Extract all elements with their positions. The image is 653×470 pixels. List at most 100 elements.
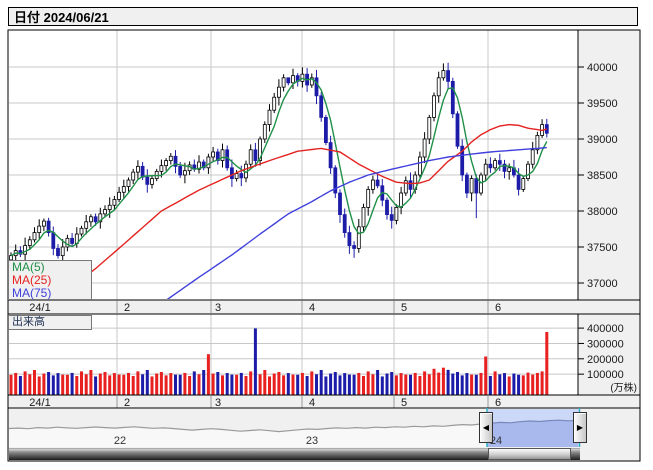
- volume-bar: [136, 371, 140, 395]
- month-label: 6: [495, 397, 501, 409]
- candle-body: [389, 214, 394, 221]
- volume-bar: [23, 371, 27, 395]
- selected-date-label: 日付 2024/06/21: [14, 10, 109, 25]
- candle-body: [474, 178, 479, 194]
- candle-body: [201, 161, 206, 169]
- volume-bar: [451, 373, 455, 395]
- main-chart-plot-area[interactable]: [8, 30, 578, 300]
- candle-body: [488, 163, 493, 169]
- volume-bar: [362, 375, 365, 395]
- volume-bar: [183, 372, 187, 395]
- volume-bar: [324, 376, 328, 395]
- candle-body: [291, 75, 295, 84]
- month-label: 3: [215, 302, 221, 314]
- volume-bar: [484, 356, 488, 395]
- candle-body: [159, 165, 164, 172]
- month-label: 2: [124, 397, 130, 409]
- volume-bar: [239, 372, 243, 395]
- volume-bar: [343, 373, 347, 395]
- price-tick-label: 39000: [587, 134, 618, 146]
- candle-body: [516, 174, 521, 190]
- candle-body: [253, 149, 258, 162]
- volume-bar: [122, 374, 126, 395]
- volume-bar: [540, 371, 544, 395]
- volume-bar: [159, 372, 163, 395]
- candle-body: [145, 176, 150, 185]
- volume-bar: [42, 373, 46, 395]
- volume-bar: [545, 331, 549, 395]
- candle-body: [262, 124, 267, 140]
- month-label: 6: [495, 302, 501, 314]
- month-label: 2: [124, 302, 130, 314]
- volume-bar: [155, 373, 159, 395]
- xaxis-strip-price: [7, 299, 641, 315]
- candle-body: [469, 178, 474, 194]
- candle-body: [168, 155, 173, 161]
- candle-body: [385, 199, 389, 215]
- candle-body: [93, 216, 98, 223]
- volume-bar: [385, 373, 389, 395]
- legend-item-ma5: MA(5): [12, 260, 45, 274]
- ma75-line: [166, 146, 547, 299]
- volume-bar: [169, 373, 173, 395]
- volume-bar: [18, 375, 22, 395]
- volume-bar: [127, 372, 130, 395]
- volume-bar: [225, 373, 229, 395]
- volume-bar: [319, 370, 323, 395]
- volume-bar: [470, 374, 474, 395]
- volume-bar: [80, 371, 83, 395]
- navigator-selection[interactable]: [487, 409, 580, 447]
- title-bar: 日付 2024/06/21: [8, 7, 638, 26]
- volume-panel-label: 出来高: [8, 315, 92, 330]
- volume-bar: [33, 370, 36, 395]
- volume-tick-label: 300000: [587, 338, 624, 350]
- candle-body: [432, 95, 436, 118]
- volume-bar: [517, 374, 521, 395]
- candle-body: [239, 173, 244, 179]
- volume-bar: [206, 354, 210, 395]
- left-arrow-icon: ◀: [482, 423, 490, 432]
- month-label: 5: [401, 397, 407, 409]
- horizontal-scrollbar-thumb[interactable]: [488, 448, 571, 460]
- volume-bar: [512, 373, 516, 395]
- volume-bar: [493, 371, 497, 395]
- volume-bar: [61, 374, 65, 395]
- candle-body: [370, 179, 375, 190]
- price-tick-label: 39500: [587, 98, 618, 110]
- xaxis-strip-volume: [7, 394, 641, 410]
- volume-bar: [230, 374, 234, 395]
- volume-bar: [164, 375, 168, 395]
- price-tick-label: 38000: [587, 206, 618, 218]
- volume-plot-area[interactable]: [8, 314, 578, 395]
- candle-body: [32, 232, 37, 241]
- volume-bar: [399, 373, 403, 395]
- candle-body: [507, 167, 512, 172]
- volume-bar: [507, 376, 511, 395]
- candle-body: [286, 77, 291, 84]
- volume-bar: [277, 372, 281, 395]
- volume-tick-label: 100000: [587, 369, 624, 381]
- volume-bar: [253, 328, 257, 395]
- volume-bar: [178, 374, 182, 395]
- horizontal-scrollbar-track[interactable]: [9, 448, 580, 460]
- candle-body: [23, 245, 28, 255]
- volume-bar: [268, 376, 271, 395]
- candle-body: [42, 220, 46, 227]
- volume-bar: [347, 374, 351, 395]
- candle-body: [464, 174, 469, 194]
- candle-body: [394, 206, 399, 221]
- candle-body: [460, 145, 465, 176]
- volume-bar: [498, 374, 502, 395]
- volume-bar: [112, 373, 116, 395]
- range-slider-left-button[interactable]: ◀: [479, 412, 493, 443]
- volume-bar: [221, 375, 224, 395]
- candle-body: [103, 209, 107, 215]
- volume-bar: [503, 373, 506, 395]
- candle-body: [220, 149, 225, 162]
- range-slider-right-button[interactable]: ▶: [573, 412, 587, 443]
- ma-legend: MA(5) MA(25) MA(75): [8, 260, 92, 300]
- volume-bar: [479, 372, 483, 395]
- candle-body: [309, 77, 314, 86]
- volume-bar: [305, 375, 309, 395]
- volume-bar: [37, 376, 41, 395]
